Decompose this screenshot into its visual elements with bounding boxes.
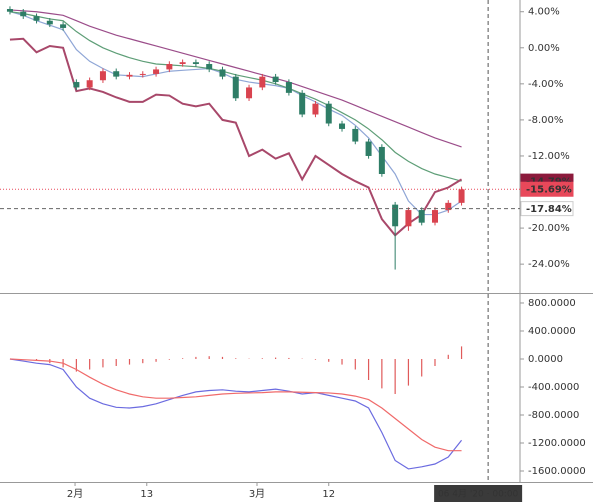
candle-body	[325, 103, 332, 124]
candle-body	[392, 204, 399, 227]
y-tick-label: 0.00%	[528, 43, 560, 54]
candle-body	[60, 24, 67, 28]
candle-body	[153, 69, 160, 74]
candle-body	[139, 73, 146, 75]
y-tick-label: -8.00%	[528, 115, 563, 126]
candle-body	[405, 210, 412, 227]
candle-body	[312, 103, 319, 115]
candle-body	[259, 76, 266, 88]
candle-body	[6, 9, 13, 12]
price-label: -15.69%	[526, 185, 572, 196]
candle-body	[352, 128, 359, 142]
x-tick-label: 12	[322, 489, 335, 500]
price-label-box	[520, 181, 574, 197]
candle-body	[86, 80, 93, 88]
indicator-line	[9, 37, 463, 237]
candle-body	[192, 62, 199, 65]
candle-body	[33, 16, 40, 21]
candle-body	[126, 74, 133, 77]
candle-body	[219, 69, 226, 77]
price-label-box	[520, 201, 574, 217]
x-tick-label: 13	[140, 489, 153, 500]
candle-body	[378, 146, 385, 174]
y-tick-label: -1600.0000	[528, 466, 586, 477]
y-tick-label: 800.0000	[528, 298, 576, 309]
indicator-line	[9, 9, 462, 148]
y-tick-label: -20.00%	[528, 223, 570, 234]
y-tick-label: 0.0000	[528, 354, 563, 365]
candle-body	[285, 82, 292, 93]
y-tick-label: -400.0000	[528, 382, 579, 393]
y-tick-label: -24.00%	[528, 259, 570, 270]
candle-body	[339, 123, 346, 129]
candle-body	[99, 71, 106, 81]
candle-body	[246, 87, 253, 99]
candle-body	[166, 64, 173, 70]
x-tick-label: 2月	[67, 488, 83, 500]
candle-body	[431, 210, 438, 223]
y-tick-label: 4.00%	[528, 7, 560, 18]
candle-body	[418, 210, 425, 223]
candle-body	[206, 64, 213, 70]
candle-body	[179, 62, 186, 65]
candle-body	[458, 189, 465, 203]
indicator-line	[9, 358, 463, 470]
candle-body	[445, 202, 452, 211]
candle-body	[46, 20, 53, 25]
indicator-line	[9, 358, 462, 452]
y-tick-label: -800.0000	[528, 410, 579, 421]
crosshair-label: 06 4月 '20 · 00:00	[438, 489, 519, 500]
y-tick-label: -1200.0000	[528, 438, 586, 449]
candle-body	[73, 82, 80, 88]
candle-body	[20, 11, 27, 17]
crosshair-label-box	[434, 485, 523, 502]
y-tick-label: -12.00%	[528, 151, 570, 162]
y-tick-label: 400.0000	[528, 326, 576, 337]
x-tick-label: 3月	[249, 488, 265, 500]
candle-body	[113, 71, 120, 77]
price-label: -17.84%	[526, 204, 572, 215]
candle-body	[365, 141, 372, 156]
candle-body	[232, 76, 239, 99]
candle-body	[272, 76, 279, 83]
candle-body	[299, 92, 306, 115]
y-tick-label: -4.00%	[528, 79, 563, 90]
